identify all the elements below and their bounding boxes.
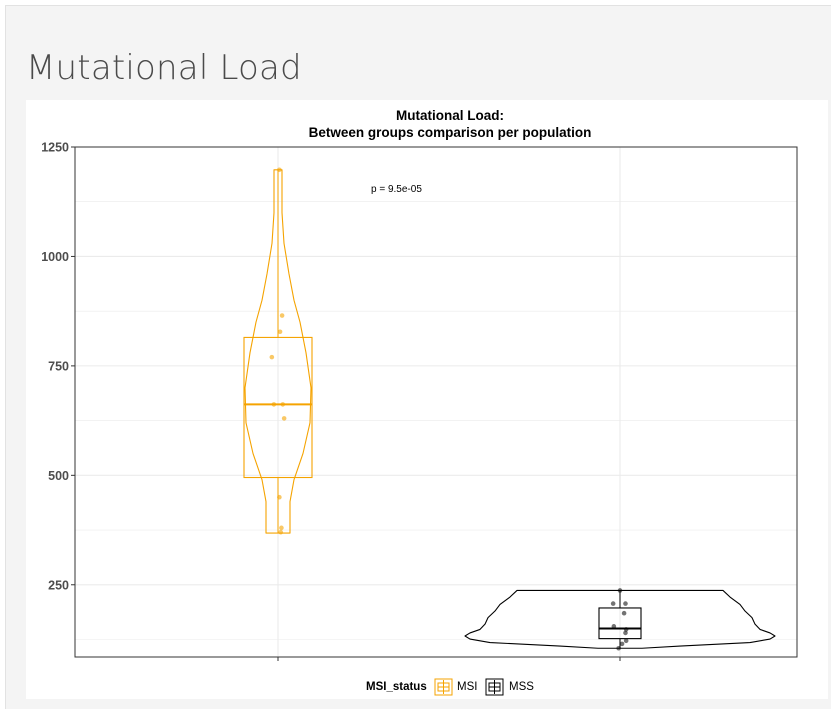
box-mss xyxy=(598,607,642,640)
y-tick-label: 1250 xyxy=(41,141,69,155)
legend-key-mss xyxy=(485,678,504,696)
legend-label-msi: MSI xyxy=(457,681,477,693)
box-msi xyxy=(243,336,313,479)
violin-mss xyxy=(464,589,776,649)
data-point-mss xyxy=(617,588,623,593)
data-point-msi xyxy=(277,167,282,173)
data-point-mss xyxy=(619,641,625,647)
report-page: Mutational Load Mutational Load: Between… xyxy=(5,5,831,709)
legend-title: MSI_status xyxy=(366,681,427,693)
data-point-msi xyxy=(271,402,277,407)
jitter-points xyxy=(269,167,629,651)
axes: 250 500 750 1000 1250 xyxy=(41,141,621,661)
data-point-msi xyxy=(278,529,284,535)
data-point-mss xyxy=(623,601,628,606)
chart-title-line2: Between groups comparison per population xyxy=(309,125,592,140)
data-point-msi xyxy=(277,329,283,335)
data-point-mss xyxy=(623,638,629,644)
data-point-mss xyxy=(611,624,617,629)
data-point-mss xyxy=(621,610,627,616)
grid-lines xyxy=(75,146,797,657)
data-point-msi xyxy=(279,525,284,531)
p-value-annotation: p = 9.5e-05 xyxy=(371,184,422,195)
y-tick-label: 1000 xyxy=(41,250,69,264)
violins xyxy=(244,169,776,649)
chart-title-line1: Mutational Load: xyxy=(396,108,504,123)
chart-panel: Mutational Load: Between groups comparis… xyxy=(26,100,828,699)
plot-border xyxy=(74,146,798,658)
data-point-msi xyxy=(279,313,285,318)
data-point-mss xyxy=(616,645,621,651)
y-tick-label: 750 xyxy=(48,359,69,373)
legend-key-msi xyxy=(434,678,453,696)
legend: MSI_status MSI MSS xyxy=(366,678,534,696)
data-point-msi xyxy=(269,354,275,360)
data-point-mss xyxy=(623,627,629,632)
data-point-mss xyxy=(610,601,616,606)
data-point-msi xyxy=(281,416,287,421)
y-tick-label: 250 xyxy=(48,578,69,592)
data-point-msi xyxy=(280,402,286,407)
page-title: Mutational Load xyxy=(26,48,302,88)
violin-msi xyxy=(244,169,312,534)
violin-chart: Mutational Load: Between groups comparis… xyxy=(41,108,798,696)
y-tick-label: 500 xyxy=(48,469,69,483)
data-point-mss xyxy=(623,630,628,636)
legend-label-mss: MSS xyxy=(509,681,534,693)
boxplots xyxy=(243,169,642,649)
data-point-msi xyxy=(277,494,282,500)
